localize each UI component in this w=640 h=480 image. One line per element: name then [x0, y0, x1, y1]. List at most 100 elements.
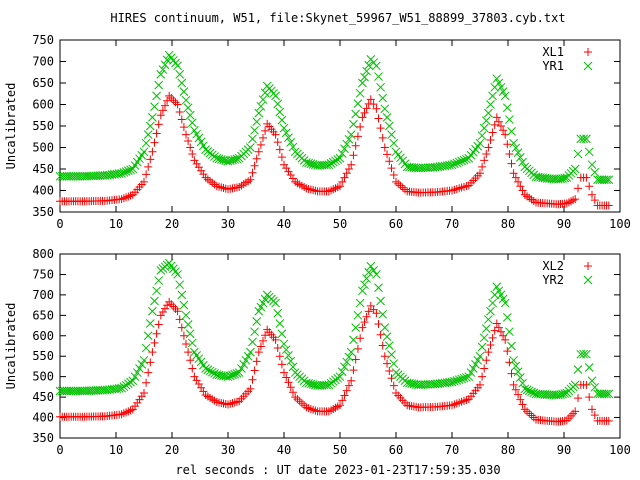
data-point-xl2 — [261, 331, 270, 340]
data-point-yr1 — [454, 157, 464, 167]
data-point-xl1 — [252, 154, 261, 163]
data-point-xl1 — [360, 108, 369, 117]
data-point-yr2 — [117, 383, 126, 393]
data-point-xl2 — [356, 334, 365, 343]
data-point-yr1 — [337, 149, 347, 158]
legend-marker-yr2 — [583, 275, 593, 285]
y-tick-label: 800 — [32, 247, 54, 261]
data-point-xl1 — [582, 173, 591, 182]
data-point-yr2 — [486, 306, 495, 316]
data-point-xl2 — [378, 341, 387, 350]
data-point-yr1 — [573, 149, 583, 159]
data-point-yr2 — [502, 313, 512, 322]
data-point-yr2 — [248, 337, 257, 347]
data-point-yr2 — [573, 365, 583, 374]
data-point-xl1 — [353, 132, 362, 141]
data-point-yr1 — [324, 160, 334, 170]
data-point-xl2 — [362, 312, 371, 321]
legend-label-xl2: XL2 — [542, 259, 564, 273]
data-point-yr1 — [515, 153, 525, 162]
data-point-xl1 — [392, 177, 400, 186]
data-point-xl2 — [484, 348, 493, 357]
data-point-xl1 — [175, 108, 184, 117]
data-point-xl1 — [378, 133, 387, 142]
data-point-xl2 — [562, 416, 571, 425]
data-point-yr1 — [275, 107, 285, 117]
data-point-yr2 — [498, 294, 508, 304]
data-point-xl1 — [590, 196, 599, 205]
data-point-xl2 — [182, 339, 190, 348]
data-point-xl1 — [154, 120, 163, 129]
data-point-yr1 — [507, 127, 516, 136]
data-point-yr2 — [254, 306, 264, 316]
data-point-xl2 — [190, 372, 199, 381]
data-point-yr1 — [284, 133, 293, 142]
data-point-yr1 — [121, 167, 131, 176]
data-point-yr2 — [374, 283, 383, 293]
data-point-xl1 — [140, 177, 148, 186]
data-point-xl2 — [486, 340, 495, 349]
data-point-xl1 — [199, 170, 208, 179]
data-point-yr1 — [462, 154, 471, 164]
data-point-yr2 — [128, 376, 138, 386]
data-point-yr1 — [57, 171, 67, 181]
data-point-xl1 — [188, 149, 197, 158]
data-point-xl2 — [140, 389, 148, 398]
data-point-yr2 — [360, 280, 369, 290]
data-point-xl1 — [271, 130, 280, 139]
data-point-yr2 — [239, 360, 249, 369]
data-point-yr2 — [447, 377, 457, 387]
data-point-yr2 — [252, 317, 262, 326]
data-point-yr1 — [152, 91, 161, 101]
data-point-yr1 — [360, 72, 369, 82]
data-point-xl2 — [494, 323, 503, 332]
data-point-xl2 — [256, 342, 265, 351]
data-point-yr1 — [570, 164, 580, 174]
data-point-xl1 — [277, 153, 286, 162]
data-point-yr1 — [582, 134, 591, 144]
data-point-yr2 — [57, 386, 67, 396]
data-point-xl1 — [585, 182, 594, 191]
data-point-xl1 — [514, 177, 523, 186]
x-axis-label: rel seconds : UT date 2023-01-23T17:59:3… — [175, 463, 500, 477]
data-point-xl2 — [295, 397, 304, 406]
data-point-yr2 — [349, 335, 358, 345]
data-point-yr2 — [496, 290, 506, 300]
data-point-xl2 — [344, 381, 353, 390]
data-point-yr2 — [141, 343, 151, 353]
data-point-xl1 — [380, 143, 389, 152]
data-point-yr1 — [502, 103, 512, 113]
data-point-yr1 — [477, 131, 487, 141]
data-point-yr2 — [342, 357, 352, 367]
data-point-yr2 — [150, 296, 159, 306]
data-point-xl1 — [206, 177, 215, 186]
data-point-yr1 — [66, 171, 76, 181]
x-tick-label: 50 — [333, 217, 347, 231]
data-point-yr1 — [194, 133, 204, 143]
data-point-yr1 — [593, 175, 602, 185]
x-tick-label: 80 — [501, 217, 515, 231]
data-point-xl2 — [194, 380, 203, 389]
data-point-yr2 — [207, 367, 217, 377]
data-point-xl2 — [277, 360, 286, 369]
data-point-xl1 — [182, 130, 190, 139]
data-point-yr2 — [119, 382, 129, 391]
data-point-xl2 — [571, 407, 580, 416]
y-axis-label-2: Uncalibrated — [4, 303, 18, 390]
data-point-yr2 — [205, 366, 215, 376]
data-point-xl2 — [372, 309, 381, 318]
data-point-xl1 — [171, 98, 180, 107]
data-point-yr1 — [150, 102, 159, 112]
data-point-yr2 — [286, 356, 296, 366]
data-point-yr2 — [137, 360, 147, 369]
data-point-yr1 — [199, 141, 208, 151]
data-point-yr2 — [584, 363, 594, 372]
data-point-yr1 — [254, 108, 264, 118]
data-point-xl2 — [353, 344, 362, 353]
data-point-yr2 — [527, 387, 536, 397]
data-point-yr2 — [477, 342, 487, 352]
data-point-xl1 — [163, 96, 172, 105]
data-point-yr1 — [258, 95, 268, 104]
data-point-xl2 — [154, 320, 163, 329]
x-tick-label: 90 — [557, 443, 571, 457]
